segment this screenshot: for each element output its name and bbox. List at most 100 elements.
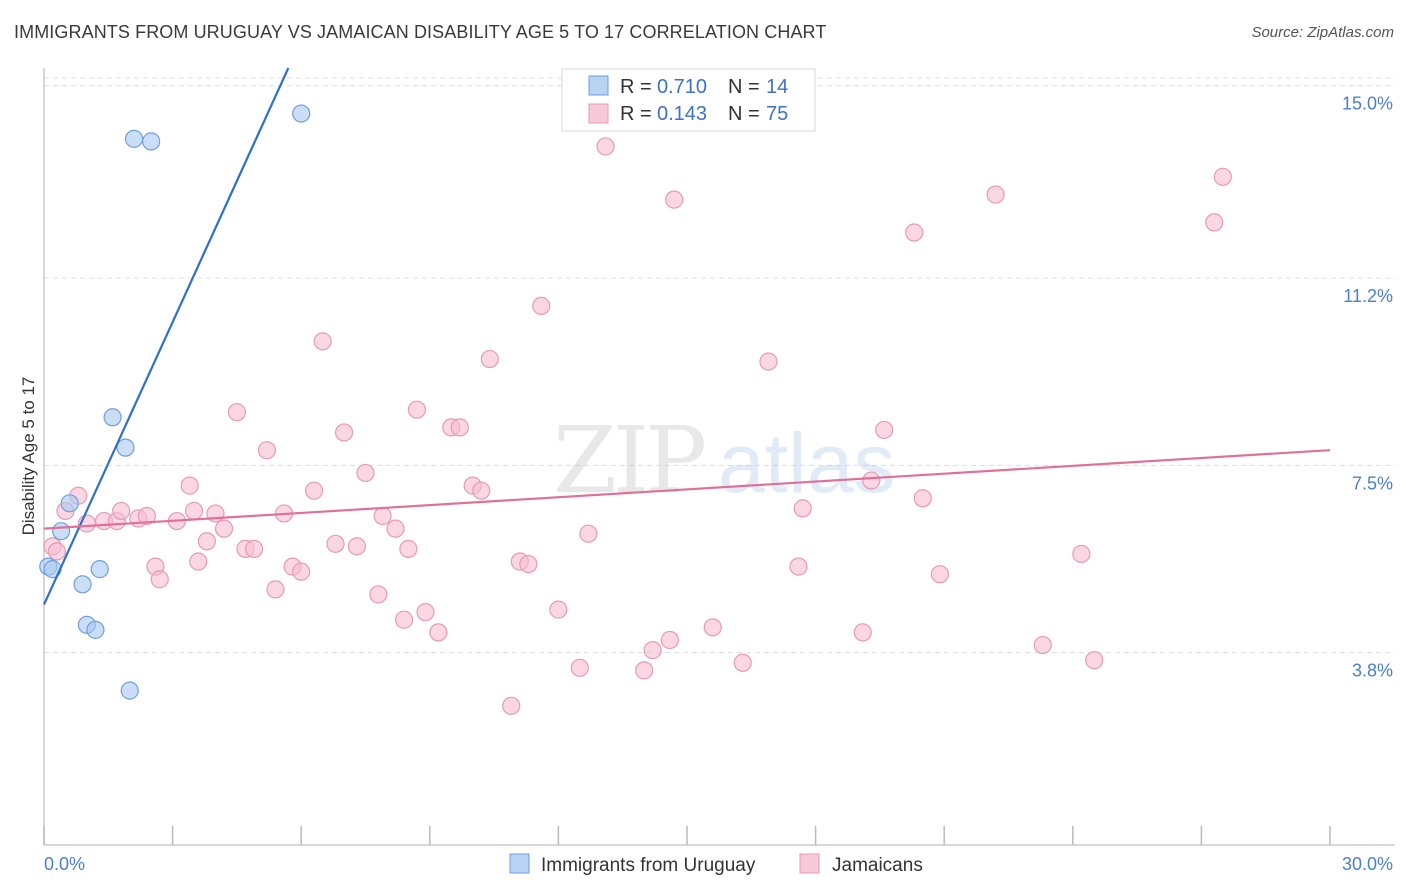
scatter-point [480, 349, 499, 369]
scatter-point [142, 132, 161, 151]
legend-n-value-2: 75 [766, 103, 788, 125]
scatter-point [570, 658, 589, 677]
scatter-point [356, 463, 375, 483]
scatter-point [502, 696, 521, 715]
scatter-point [1033, 635, 1052, 655]
y-axis-tick-labels: 3.8% 7.5% 11.2% 15.0% [1342, 94, 1393, 681]
scatter-point [292, 104, 311, 123]
scatter-point [875, 420, 894, 440]
scatter-point [214, 519, 234, 538]
y-tick-label: 15.0% [1342, 94, 1393, 114]
legend-n-value-1: 14 [766, 76, 788, 98]
scatter-point [1213, 167, 1232, 186]
scatter-point [793, 499, 812, 518]
scatter-point [180, 476, 199, 495]
scatter-point [73, 575, 92, 594]
trend-line [43, 449, 1331, 530]
scatter-point [266, 580, 285, 599]
scatter-point [703, 618, 722, 637]
scatter-point [313, 332, 332, 351]
scatter-point [103, 408, 122, 427]
scatter-point [416, 603, 435, 622]
y-tick-label: 3.8% [1352, 661, 1393, 681]
scatter-point [227, 403, 246, 422]
scatter-point [913, 489, 932, 508]
legend-swatch-jamaicans [588, 103, 609, 124]
scatter-point [197, 532, 216, 551]
scatter-point [394, 610, 414, 629]
legend-r-value-2: 0.143 [657, 103, 707, 125]
bottom-legend-swatch-jamaicans [799, 853, 820, 874]
scatter-point [759, 352, 778, 371]
scatter-point [326, 534, 345, 553]
legend-swatch-uruguay [588, 75, 609, 96]
bottom-legend: Immigrants from Uruguay Jamaicans [509, 853, 923, 876]
scatter-point [52, 522, 71, 541]
scatter-point [257, 441, 277, 460]
scatter-point [1072, 544, 1091, 564]
legend-n-label-1: N = [728, 76, 760, 98]
scatter-point [579, 524, 598, 543]
bottom-legend-label-jamaicans: Jamaicans [832, 855, 923, 876]
scatter-point [304, 481, 324, 500]
trend-lines [42, 67, 1331, 606]
scatter-point [86, 620, 105, 639]
y-tick-label: 11.2% [1343, 286, 1393, 306]
scatter-point [369, 585, 388, 604]
y-axis-title: Disability Age 5 to 17 [19, 377, 38, 536]
series-uruguay [39, 104, 311, 700]
trend-line [42, 67, 290, 606]
chart-title: IMMIGRANTS FROM URUGUAY VS JAMAICAN DISA… [14, 22, 827, 42]
scatter-point [373, 506, 392, 526]
scatter-point [184, 501, 204, 521]
watermark: ZIP atlas [553, 407, 895, 514]
scatter-point [532, 296, 551, 316]
scatter-point [292, 562, 311, 581]
scatter-point [112, 501, 131, 521]
scatter-point [124, 129, 144, 148]
scatter-point [853, 623, 872, 642]
scatter-point [137, 506, 156, 526]
scatter-point [665, 190, 684, 209]
scatter-point [862, 471, 881, 490]
scatter-point [789, 557, 808, 576]
x-tick-label-max: 30.0% [1342, 854, 1393, 874]
scatter-point [90, 560, 109, 579]
bottom-legend-swatch-uruguay [509, 853, 530, 874]
scatter-point [150, 570, 169, 589]
y-tick-label: 7.5% [1352, 473, 1393, 493]
scatter-point [334, 423, 354, 442]
scatter-point [986, 185, 1005, 204]
x-axis-ticks [43, 826, 1331, 845]
x-tick-label-min: 0.0% [44, 854, 85, 874]
scatter-point [189, 552, 208, 571]
grid-lines [44, 77, 1395, 654]
scatter-point [660, 630, 679, 650]
scatter-point [116, 438, 135, 457]
scatter-point [244, 539, 264, 558]
legend-r-label-2: R = [620, 103, 652, 125]
scatter-point [905, 223, 924, 242]
scatter-point [519, 554, 538, 574]
scatter-point [733, 653, 752, 672]
scatter-point [120, 681, 139, 700]
watermark-zip: ZIP [553, 407, 704, 514]
scatter-point [450, 418, 469, 437]
bottom-legend-label-uruguay: Immigrants from Uruguay [541, 855, 756, 876]
scatter-point [399, 539, 418, 558]
scatter-point [407, 400, 427, 419]
scatter-point [1205, 213, 1224, 232]
scatter-point [596, 137, 615, 156]
legend-r-label-1: R = [620, 76, 652, 98]
scatter-point [1085, 651, 1104, 670]
scatter-point [47, 542, 66, 561]
source-label: Source: ZipAtlas.com [1251, 24, 1394, 41]
scatter-point [643, 641, 662, 660]
scatter-point [930, 565, 950, 584]
scatter-point [347, 537, 367, 556]
scatter-point [635, 661, 654, 680]
scatter-point [60, 494, 79, 513]
watermark-atlas: atlas [718, 416, 895, 510]
scatter-point [429, 623, 448, 642]
